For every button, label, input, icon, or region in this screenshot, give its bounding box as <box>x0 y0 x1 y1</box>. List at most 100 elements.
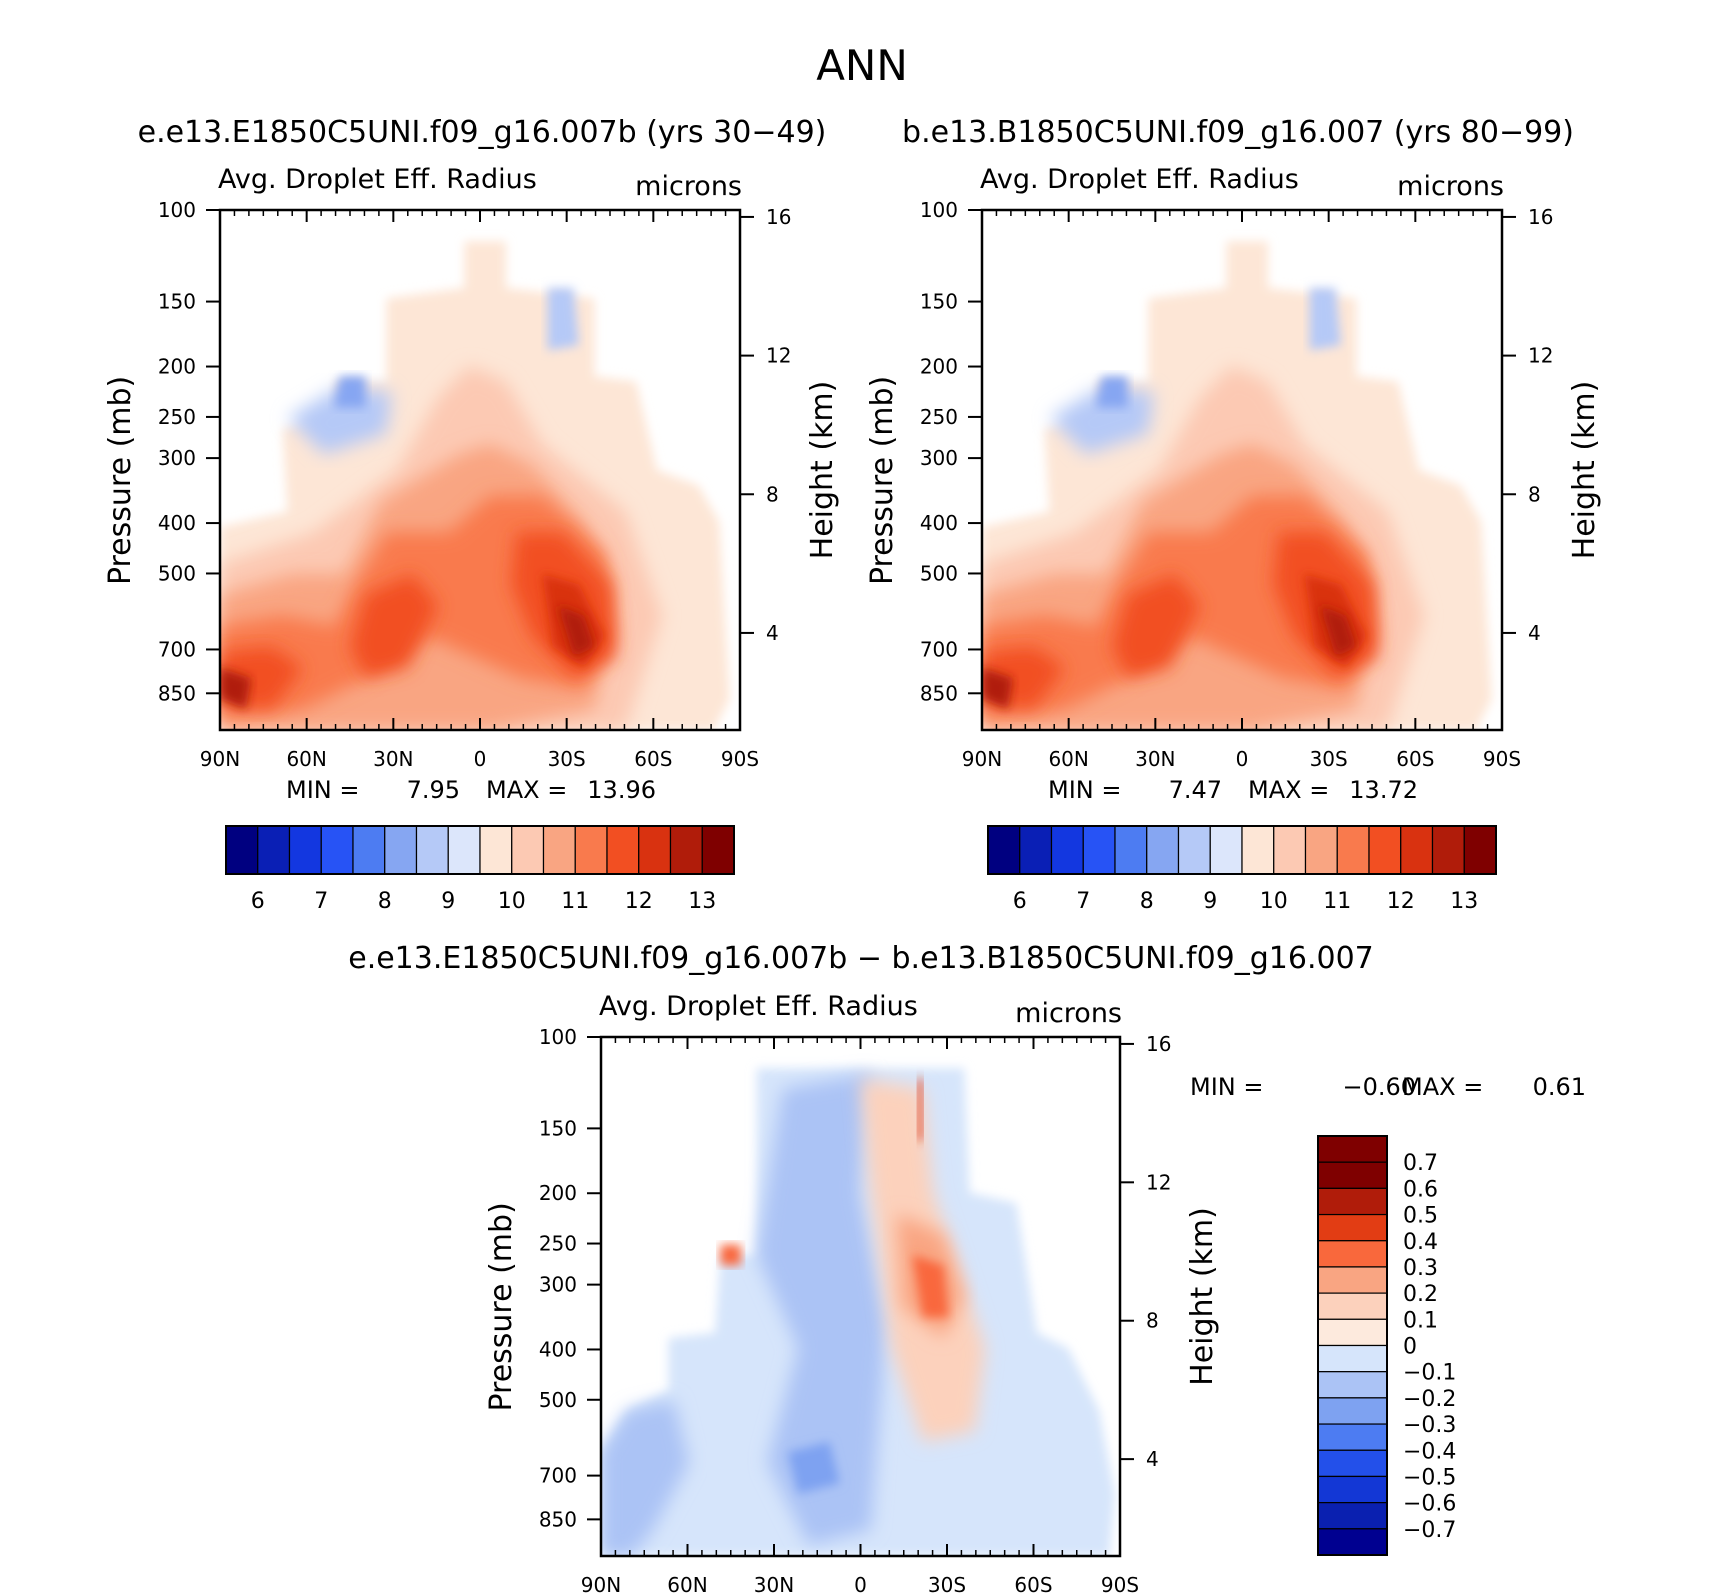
case1-field <box>220 241 730 730</box>
diff-x-tick-label-4: 30S <box>928 1573 966 1596</box>
diff-y2-tick-label-1: 8 <box>1146 1309 1159 1333</box>
diff-colorbar-label-2: 0.5 <box>1403 1204 1438 1229</box>
case1-colorbar-label-7: 13 <box>688 889 716 914</box>
case1-colorbar-label-3: 9 <box>441 889 455 914</box>
diff-y-tick-label-7: 700 <box>539 1464 577 1488</box>
diff-y-tick-label-6: 500 <box>539 1388 577 1412</box>
diff-contour-6 <box>912 1255 949 1318</box>
diff-colorbar-box-10 <box>1317 1397 1388 1425</box>
case1-colorbar-label-4: 10 <box>498 889 526 914</box>
case1-y-tick-label-1: 150 <box>158 290 196 314</box>
case1-y-tick-label-8: 850 <box>158 681 196 705</box>
diff-y-tick-label-3: 250 <box>539 1232 577 1256</box>
case2-y-tick-label-4: 300 <box>920 446 958 470</box>
case2-y-tick-label-8: 850 <box>920 681 958 705</box>
case2-contour-12 <box>982 667 1014 710</box>
diff-contour-2 <box>756 1073 887 1546</box>
case1-min-label: MIN = <box>286 776 359 804</box>
case1-x-tick-label-3: 0 <box>474 747 487 771</box>
case1-contour-11 <box>558 605 595 658</box>
case2-units: microns <box>1397 171 1504 202</box>
case2-colorbar-box-12 <box>1368 825 1402 875</box>
diff-y-tick-label-0: 100 <box>539 1025 577 1049</box>
case1-colorbar-box-12 <box>606 825 640 875</box>
case2-y2label: Height (km) <box>1567 381 1602 560</box>
case2-y-tick-label-1: 150 <box>920 290 958 314</box>
case1-colorbar-box-14 <box>669 825 703 875</box>
case1-title: e.e13.E1850C5UNI.f09_g16.007b (yrs 30−49… <box>138 115 827 150</box>
case1-colorbar-box-3 <box>320 825 354 875</box>
case1-y2-tick-label-0: 4 <box>766 621 779 645</box>
diff-colorbar-box-11 <box>1317 1423 1388 1451</box>
diff-units: microns <box>1015 998 1122 1029</box>
case2-y-tick-label-6: 500 <box>920 561 958 585</box>
case1-colorbar-box-2 <box>288 825 322 875</box>
diff-colorbar-box-9 <box>1317 1371 1388 1399</box>
diff-y2-tick-label-3: 16 <box>1146 1032 1171 1056</box>
case1-colorbar-frame <box>225 825 735 875</box>
diff-min-value: −0.60 <box>1342 1073 1416 1101</box>
case2-colorbar-box-14 <box>1431 825 1465 875</box>
case1-colorbar-label-1: 7 <box>314 889 328 914</box>
panel-diff: Avg. Droplet Eff. Radius microns 90N 60N 30N… <box>484 991 1586 1596</box>
case2-contour-3 <box>1309 288 1341 351</box>
case1-x-tick-label-2: 30N <box>373 747 413 771</box>
case2-x-tick-label-2: 30N <box>1135 747 1175 771</box>
diff-colorbar-label-4: 0.3 <box>1403 1256 1438 1281</box>
case1-contour-3 <box>547 288 579 351</box>
diff-colorbar-frame <box>1317 1135 1388 1556</box>
case2-x-tick-label-6: 90S <box>1483 747 1521 771</box>
case2-x-tick-label-5: 60S <box>1396 747 1434 771</box>
case2-max-value: 13.72 <box>1349 776 1418 804</box>
case2-contour-8 <box>1112 574 1201 678</box>
diff-y-tick-label-5: 400 <box>539 1337 577 1361</box>
case2-colorbar-box-13 <box>1400 825 1434 875</box>
case2-x-tick-label-1: 60N <box>1048 747 1088 771</box>
case2-colorbar-label-5: 11 <box>1323 889 1351 914</box>
diff-colorbar-label-11: −0.4 <box>1403 1439 1456 1464</box>
diff-y2label: Height (km) <box>1185 1207 1220 1386</box>
case2-colorbar-label-7: 13 <box>1450 889 1478 914</box>
case2-x-tick-label-4: 30S <box>1310 747 1348 771</box>
diff-y2-tick-label-2: 12 <box>1146 1170 1171 1194</box>
case1-contour-8 <box>350 574 439 678</box>
panel-case2: Avg. Droplet Eff. Radius microns 90N 60N 30N… <box>865 164 1602 914</box>
case1-contour-2 <box>334 376 366 408</box>
diff-x-tick-label-1: 60N <box>667 1573 707 1596</box>
diff-colorbar-label-3: 0.4 <box>1403 1230 1438 1255</box>
case2-y2-tick-label-3: 16 <box>1528 205 1553 229</box>
case1-colorbar-box-6 <box>415 825 449 875</box>
case2-colorbar-box-15 <box>1463 825 1497 875</box>
diff-y-tick-label-2: 200 <box>539 1181 577 1205</box>
case1-y-tick-label-4: 300 <box>158 446 196 470</box>
case2-contour-11 <box>1320 605 1357 658</box>
case2-max-label: MAX = <box>1248 776 1329 804</box>
diff-title: e.e13.E1850C5UNI.f09_g16.007b − b.e13.B1… <box>348 941 1374 976</box>
case2-y-tick-label-3: 250 <box>920 405 958 429</box>
diff-colorbar-box-13 <box>1317 1475 1388 1504</box>
case1-y-tick-label-6: 500 <box>158 561 196 585</box>
case1-colorbar-box-1 <box>257 825 291 875</box>
diff-colorbar-box-4 <box>1317 1240 1388 1268</box>
case2-colorbar-box-8 <box>1241 825 1275 875</box>
diff-x-tick-label-3: 0 <box>854 1573 867 1596</box>
case2-colorbar-box-10 <box>1304 825 1338 875</box>
case2-colorbar-box-0 <box>987 825 1021 875</box>
diff-colorbar-label-1: 0.6 <box>1403 1177 1438 1202</box>
diff-colorbar-box-5 <box>1317 1266 1388 1294</box>
diff-colorbar-box-12 <box>1317 1449 1388 1478</box>
diff-colorbar-label-7: 0 <box>1403 1335 1417 1360</box>
case2-title: b.e13.B1850C5UNI.f09_g16.007 (yrs 80−99) <box>902 115 1574 150</box>
case1-colorbar-box-4 <box>352 825 386 875</box>
case1-x-tick-label-1: 60N <box>286 747 326 771</box>
case2-y-tick-label-2: 200 <box>920 355 958 379</box>
case2-ylabel: Pressure (mb) <box>865 376 900 585</box>
case1-units: microns <box>635 171 742 202</box>
case2-colorbar-box-6 <box>1177 825 1211 875</box>
diff-colorbar-box-6 <box>1317 1292 1388 1320</box>
case1-colorbar: 6 7 8 9 10 11 12 13 <box>225 825 735 914</box>
case2-colorbar-box-11 <box>1336 825 1370 875</box>
case2-x-tick-label-0: 90N <box>962 747 1002 771</box>
diff-colorbar-box-15 <box>1317 1528 1388 1556</box>
case1-x-tick-label-5: 60S <box>634 747 672 771</box>
